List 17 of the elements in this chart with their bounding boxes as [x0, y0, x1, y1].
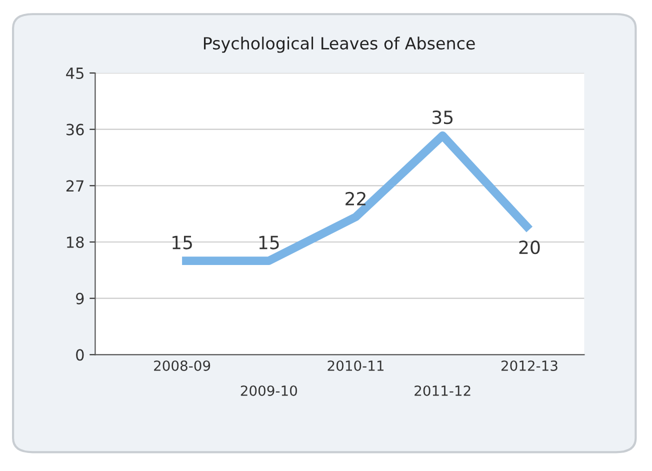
y-tick-label: 0 [76, 349, 84, 361]
data-label: 22 [346, 192, 366, 206]
chart-title: Psychological Leaves of Absence [204, 36, 475, 53]
y-tick-label: 45 [66, 68, 84, 80]
y-tick-label: 36 [66, 124, 84, 136]
x-tick-label: 2012-13 [501, 360, 558, 371]
x-tick-label: 2010-11 [328, 360, 384, 371]
data-label: 35 [432, 110, 453, 124]
data-label: 15 [172, 236, 192, 250]
x-tick-label: 2008-09 [154, 360, 210, 371]
y-tick-label: 18 [67, 236, 84, 248]
x-tick-label: 2011-12 [414, 385, 470, 396]
y-tick-label: 9 [76, 292, 84, 304]
data-label: 15 [259, 236, 279, 250]
data-label: 20 [519, 240, 540, 254]
x-tick-label: 2009-10 [240, 385, 297, 396]
y-tick-label: 27 [66, 180, 84, 192]
